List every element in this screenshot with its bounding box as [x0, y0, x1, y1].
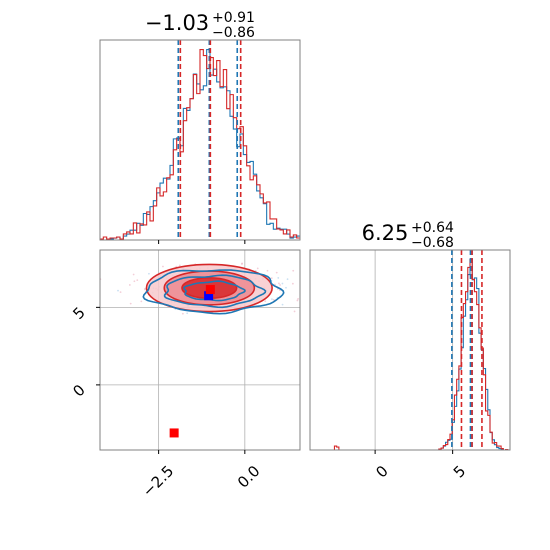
- scatter-point: [278, 282, 280, 285]
- scatter-point: [270, 277, 273, 280]
- frame-2d: [99, 249, 301, 451]
- y-tick-label: 5: [69, 303, 88, 322]
- title-param2-upper: +0.64: [411, 220, 454, 236]
- scatter-point: [136, 279, 139, 282]
- scatter-point: [340, 280, 342, 282]
- x-tick-label: 5: [450, 462, 469, 481]
- title-param2-lower: −0.68: [411, 235, 454, 251]
- marker-square: [204, 291, 214, 301]
- x-tick-label: −2.5: [139, 462, 177, 500]
- title-param1-median: −1.03: [145, 11, 209, 35]
- density-2d-panel: [91, 250, 350, 438]
- scatter-point: [275, 271, 278, 274]
- scatter-point: [256, 267, 259, 270]
- histogram-param2: [310, 250, 510, 450]
- scatter-point: [286, 278, 289, 281]
- scatter-point: [119, 291, 122, 293]
- y-tick-label: 0: [69, 381, 88, 400]
- scatter-point: [293, 310, 296, 313]
- scatter-point: [178, 264, 181, 267]
- title-param2-median: 6.25: [362, 221, 409, 245]
- hist-series-0: [310, 258, 510, 450]
- scatter-point: [143, 288, 146, 291]
- scatter-point: [186, 312, 189, 315]
- scatter-point: [271, 298, 273, 301]
- scatter-point: [272, 298, 275, 301]
- histogram-param1: [100, 40, 300, 240]
- contour-blue: [183, 280, 246, 302]
- scatter-point: [329, 262, 331, 264]
- marker-square: [169, 428, 179, 438]
- scatter-point: [129, 302, 132, 305]
- scatter-point: [291, 282, 294, 285]
- x-tick-label: 0: [372, 462, 391, 481]
- scatter-point: [277, 277, 280, 279]
- scatter-point: [133, 280, 136, 283]
- hist-series-1: [310, 258, 510, 450]
- x-tick-label: 0.0: [234, 462, 264, 492]
- scatter-point: [281, 303, 284, 306]
- scatter-point: [181, 312, 184, 315]
- scatter-point: [132, 273, 135, 276]
- title-param1-upper: +0.91: [212, 10, 255, 26]
- frame-top: [99, 39, 301, 241]
- scatter-point: [91, 273, 93, 275]
- scatter-point: [117, 289, 119, 292]
- hist-series-1: [100, 48, 300, 240]
- title-param1: −1.03: [145, 11, 209, 35]
- marker-square: [205, 285, 215, 295]
- scatter-point: [148, 272, 150, 275]
- scatter-point: [162, 265, 164, 268]
- hist-series-0: [100, 48, 300, 240]
- scatter-point: [140, 300, 143, 303]
- contour-blue: [142, 269, 285, 315]
- scatter-point: [264, 300, 267, 303]
- contour-blue: [163, 274, 267, 309]
- scatter-point: [296, 299, 299, 302]
- scatter-point: [285, 286, 287, 289]
- scatter-point: [266, 269, 269, 272]
- scatter-point: [348, 270, 350, 272]
- scatter-point: [279, 289, 281, 292]
- scatter-point: [279, 284, 281, 286]
- scatter-point: [128, 284, 131, 286]
- scatter-point: [292, 269, 295, 272]
- scatter-point: [241, 262, 243, 265]
- scatter-point: [281, 282, 284, 285]
- frame-right: [309, 249, 511, 451]
- scatter-point: [297, 298, 299, 300]
- title-param1-lower: −0.86: [212, 25, 255, 41]
